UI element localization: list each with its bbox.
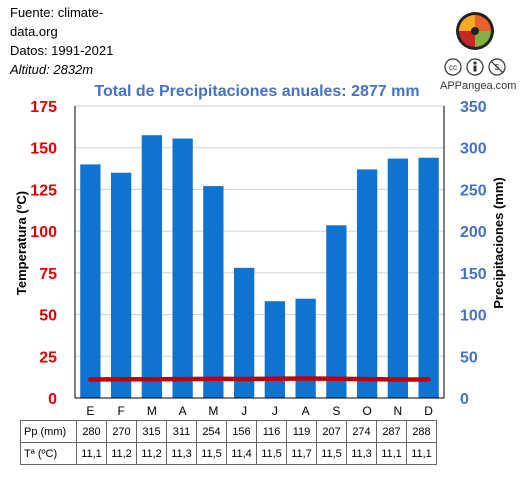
x-tick-label: A — [302, 404, 310, 418]
table-cell: 11,2 — [106, 442, 137, 465]
table-cell: 11,3 — [166, 442, 197, 465]
right-tick-label: 200 — [460, 224, 487, 241]
source-line: data.org — [10, 24, 58, 39]
x-tick-label: O — [362, 404, 371, 418]
table-cell: 11,5 — [196, 442, 227, 465]
table-cell: 287 — [376, 420, 407, 443]
table-cell: 11,1 — [76, 442, 107, 465]
x-tick-label: J — [272, 404, 278, 418]
table-cell: 11,7 — [286, 442, 317, 465]
right-tick-label: 0 — [460, 391, 469, 408]
right-axis-label: Precipitaciones (mm) — [491, 177, 506, 309]
license-icons: cc $ — [444, 58, 506, 76]
left-tick-label: 175 — [30, 99, 57, 116]
table-cell: 116 — [256, 420, 287, 443]
table-cell: 156 — [226, 420, 257, 443]
x-tick-label: F — [117, 404, 124, 418]
right-tick-label: 300 — [460, 141, 487, 158]
x-tick-label: N — [394, 404, 403, 418]
table-cell: 119 — [286, 420, 317, 443]
x-tick-label: A — [179, 404, 187, 418]
left-tick-label: 50 — [39, 308, 57, 325]
data-table: Pp (mm) 280 270 315 311 254 156 116 119 … — [20, 420, 437, 465]
left-tick-label: 75 — [39, 266, 57, 283]
right-tick-label: 250 — [460, 182, 487, 199]
x-tick-label: M — [147, 404, 157, 418]
precipitation-bar — [80, 164, 101, 398]
table-cell: 207 — [316, 420, 347, 443]
nc-icon: $ — [488, 58, 506, 76]
table-cell: 311 — [166, 420, 197, 443]
precipitation-bar — [264, 301, 286, 398]
right-tick-label: 100 — [460, 308, 487, 325]
precipitation-bar — [110, 172, 132, 398]
precipitation-bar — [172, 138, 193, 398]
puzzle-globe-icon — [456, 12, 494, 50]
table-cell: 288 — [406, 420, 437, 443]
dates-line: Datos: 1991-2021 — [10, 43, 114, 58]
x-tick-label: D — [424, 404, 433, 418]
svg-text:cc: cc — [449, 63, 457, 72]
left-tick-label: 25 — [39, 349, 57, 366]
table-cell: 11,2 — [136, 442, 167, 465]
right-tick-label: 350 — [460, 99, 487, 116]
precipitation-bar — [387, 158, 409, 398]
left-tick-label: 100 — [30, 224, 57, 241]
row-header: Pp (mm) — [20, 420, 77, 443]
precipitation-bar — [295, 298, 316, 398]
precipitation-bar — [233, 267, 255, 398]
precipitation-bar — [141, 135, 163, 398]
table-cell: 11,5 — [316, 442, 347, 465]
precipitation-bar — [203, 186, 224, 398]
precipitation-bar — [418, 157, 439, 398]
left-tick-label: 0 — [48, 391, 57, 408]
table-cell: 11,5 — [256, 442, 287, 465]
table-cell: 315 — [136, 420, 167, 443]
table-cell: 11,1 — [376, 442, 407, 465]
row-header: Tª (ºC) — [20, 442, 77, 465]
x-tick-label: S — [332, 404, 340, 418]
table-row: Pp (mm) 280 270 315 311 254 156 116 119 … — [20, 420, 437, 443]
chart-title: Total de Precipitaciones anuales: 2877 m… — [94, 83, 419, 100]
precipitation-bar — [326, 225, 347, 398]
by-icon — [466, 58, 484, 76]
right-tick-label: 150 — [460, 266, 487, 283]
table-cell: 11,3 — [346, 442, 377, 465]
x-tick-label: J — [241, 404, 247, 418]
precipitation-bar — [356, 169, 378, 398]
right-tick-label: 50 — [460, 349, 478, 366]
altitude-line: Altitud: 2832m — [10, 62, 94, 77]
temperature-line — [88, 376, 431, 382]
x-tick-label: M — [208, 404, 218, 418]
left-tick-label: 150 — [30, 141, 57, 158]
cc-icon: cc — [444, 58, 462, 76]
table-cell: 270 — [106, 420, 137, 443]
table-cell: 254 — [196, 420, 227, 443]
left-tick-label: 125 — [30, 182, 57, 199]
table-cell: 11,1 — [406, 442, 437, 465]
table-cell: 274 — [346, 420, 377, 443]
x-tick-label: E — [86, 404, 94, 418]
source-line: Fuente: climate- — [10, 5, 104, 20]
table-cell: 11,4 — [226, 442, 257, 465]
logo-caption: APPangea.com — [440, 80, 517, 92]
table-cell: 280 — [76, 420, 107, 443]
left-axis-label: Temperatura (ºC) — [14, 191, 29, 295]
table-row: Tª (ºC) 11,1 11,2 11,2 11,3 11,5 11,4 11… — [20, 442, 437, 465]
